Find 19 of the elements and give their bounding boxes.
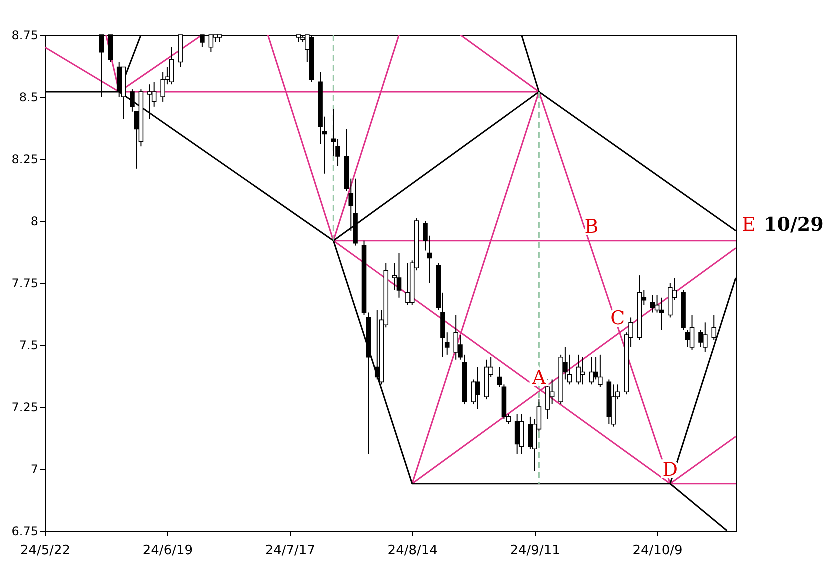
- y-tick-label: 7: [30, 462, 38, 476]
- x-tick-label: 24/9/11: [510, 544, 560, 558]
- y-tick-label: 7.5: [19, 338, 38, 352]
- y-tick-label: 7.25: [12, 400, 38, 414]
- y-tick-label: 8.25: [12, 152, 38, 166]
- y-tick-label: 7.75: [12, 276, 38, 290]
- x-tick-label: 24/7/17: [265, 544, 316, 558]
- y-tick-label: 8.5: [19, 90, 38, 104]
- x-tick-label: 24/10/9: [632, 544, 683, 558]
- text: 10/29: [764, 214, 824, 236]
- y-tick-label: 6.75: [12, 524, 38, 538]
- x-tick-label: 24/5/22: [20, 544, 71, 558]
- annotation: A: [531, 367, 546, 390]
- annotation: B: [584, 216, 599, 238]
- x-tick-label: 24/8/14: [388, 544, 438, 558]
- y-tick-label: 8.75: [12, 28, 38, 42]
- x-tick-label: 24/6/19: [142, 544, 194, 558]
- y-tick-label: 8: [30, 214, 38, 228]
- text: E: [742, 214, 756, 236]
